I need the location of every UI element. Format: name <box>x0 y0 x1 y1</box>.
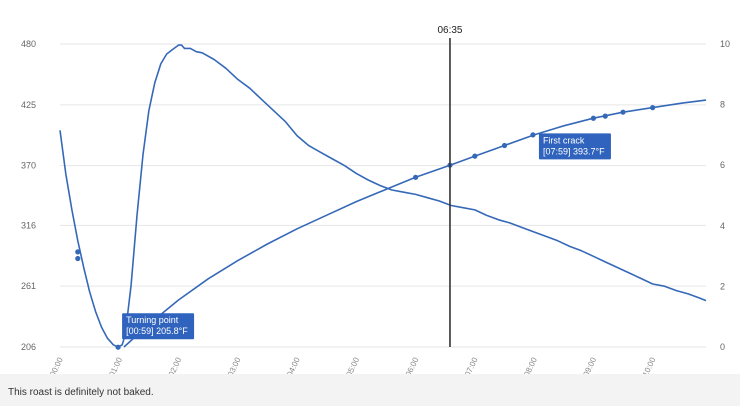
left-tick-label: 316 <box>21 220 36 230</box>
x-tick-label: 09:00 <box>582 356 599 374</box>
x-tick-label: 10:00 <box>641 356 658 374</box>
series-markers <box>75 105 656 350</box>
series-lines <box>59 44 707 348</box>
left-tick-label: 206 <box>21 342 36 352</box>
left-tick-label: 425 <box>21 100 36 110</box>
data-point <box>115 344 121 350</box>
data-point <box>75 249 81 255</box>
right-tick-label: 8 <box>720 100 725 110</box>
annotation-title: First crack <box>543 135 585 145</box>
right-axis-ticks: 0 2 4 6 8 10 <box>720 39 730 352</box>
right-tick-label: 0 <box>720 342 725 352</box>
annotation-box <box>122 313 195 340</box>
chart-caption: This roast is definitely not baked. <box>8 387 154 398</box>
data-point <box>650 105 656 111</box>
gridlines <box>60 43 706 348</box>
annotation-detail: [07:59] 393.7°F <box>543 146 605 156</box>
roast-chart: 206 261 316 370 425 480 0 2 4 6 8 10 00:00 01:00 02:… <box>21 25 730 374</box>
x-tick-label: 07:00 <box>463 356 480 374</box>
data-point <box>75 255 81 262</box>
left-axis-ticks: 206 261 316 370 425 480 <box>21 39 36 352</box>
x-tick-label: 08:00 <box>522 356 539 374</box>
x-tick-label: 00:00 <box>48 356 65 374</box>
temperature-curve-line <box>59 44 707 348</box>
data-point <box>472 153 478 159</box>
annotation-detail: [00:59] 205.8°F <box>126 326 188 336</box>
left-tick-label: 261 <box>21 281 36 291</box>
data-point <box>412 174 419 180</box>
right-tick-label: 4 <box>720 221 725 231</box>
data-point <box>501 142 508 149</box>
x-axis-ticks: 00:00 01:00 02:00 03:00 04:00 05:00 06:00 07:00… <box>48 356 658 374</box>
x-tick-label: 02:00 <box>167 356 184 374</box>
left-tick-label: 370 <box>21 161 36 171</box>
annotation-box <box>538 133 611 160</box>
development-curve-line <box>123 99 707 348</box>
x-tick-label: 05:00 <box>345 356 362 374</box>
x-tick-label: 06:00 <box>404 356 421 374</box>
data-point <box>620 109 626 115</box>
right-tick-label: 2 <box>720 281 725 291</box>
cursor-time-label: 06:35 <box>437 25 462 36</box>
right-tick-label: 10 <box>720 39 730 49</box>
right-tick-label: 6 <box>720 160 725 170</box>
data-point <box>530 132 536 138</box>
caption-bar: This roast is definitely not baked. <box>0 374 740 406</box>
x-tick-label: 01:00 <box>107 356 124 374</box>
x-tick-label: 04:00 <box>285 356 302 374</box>
annotations: Turning point[00:59] 205.8°F First crack[… <box>122 133 611 340</box>
time-cursor[interactable]: 06:35 <box>437 25 463 347</box>
x-tick-label: 03:00 <box>226 356 243 374</box>
annotation-title: Turning point <box>126 315 179 325</box>
data-point <box>602 113 608 119</box>
data-point <box>590 115 596 121</box>
left-tick-label: 480 <box>21 39 36 49</box>
